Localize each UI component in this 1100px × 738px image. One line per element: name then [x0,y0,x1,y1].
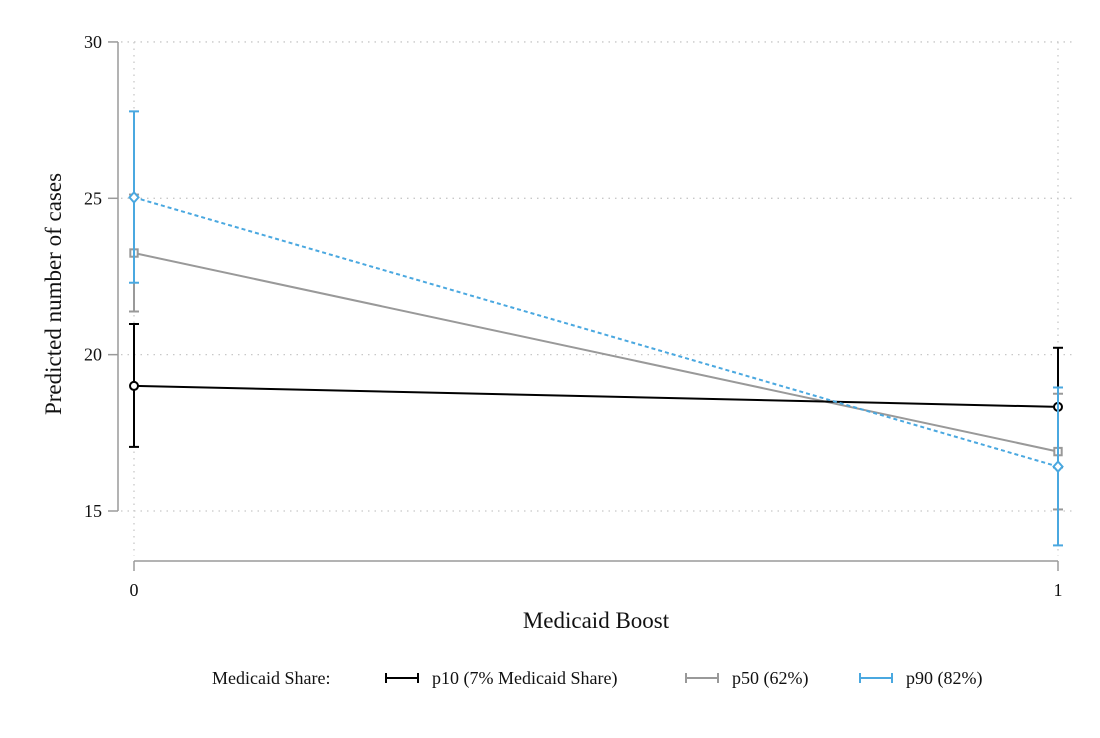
legend-item: p50 (62%) [685,668,808,689]
series-line [133,196,1059,468]
x-tick-label: 1 [1054,580,1063,600]
y-tick-label: 30 [84,32,102,52]
legend-item: p90 (82%) [859,668,982,689]
x-axis-title: Medicaid Boost [523,608,670,633]
series-line [133,252,1059,453]
grid-layer [121,41,1072,556]
legend-label: p90 (82%) [906,668,982,689]
y-tick-label: 20 [84,345,102,365]
legend: Medicaid Share: p10 (7% Medicaid Share) p… [212,668,982,689]
series-layer [128,110,1064,547]
x-tick-label: 0 [130,580,139,600]
y-tick-label: 25 [84,188,102,208]
legend-title: Medicaid Share: [212,668,330,688]
series-2 [128,110,1064,547]
legend-item: p10 (7% Medicaid Share) [385,668,617,689]
series-1 [129,193,1063,511]
data-point-diamond [1052,460,1064,474]
y-tick-label: 15 [84,501,102,521]
series-0 [129,323,1063,469]
axes-layer [117,42,1058,562]
series-line [133,384,1059,408]
legend-label: p50 (62%) [732,668,808,689]
data-point-circle [129,380,139,391]
legend-label: p10 (7% Medicaid Share) [432,668,617,689]
y-axis-title: Predicted number of cases [41,173,66,415]
y-tick-layer: 15 20 25 30 [84,32,118,521]
data-point-diamond [128,190,140,204]
